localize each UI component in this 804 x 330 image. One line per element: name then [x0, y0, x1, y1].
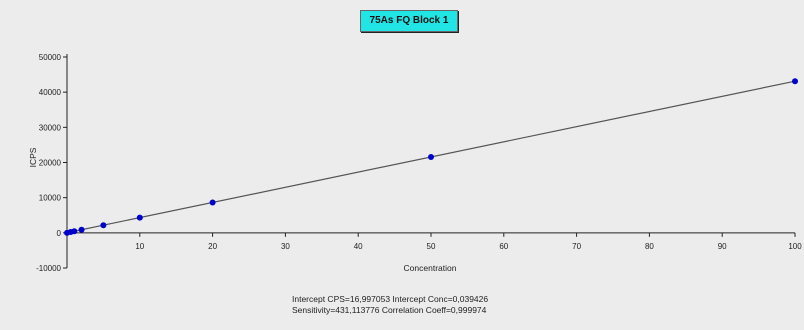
y-tick-label: -10000 — [36, 264, 61, 273]
x-tick-label: 70 — [572, 242, 581, 251]
calibration-stats: Intercept CPS=16,997053 Intercept Conc=0… — [292, 294, 488, 316]
x-tick-label: 20 — [208, 242, 217, 251]
data-point — [136, 214, 143, 221]
data-point — [100, 222, 107, 229]
x-axis-label: Concentration — [404, 263, 457, 273]
data-point — [71, 228, 78, 235]
data-point — [792, 78, 798, 85]
x-tick-label: 30 — [281, 242, 290, 251]
x-tick-label: 40 — [354, 242, 363, 251]
data-point — [428, 154, 434, 161]
data-point — [209, 199, 216, 206]
y-tick-label: 50000 — [39, 53, 62, 62]
y-tick-label: 20000 — [39, 159, 62, 168]
y-tick-label: 10000 — [39, 194, 62, 203]
stats-line-sensitivity: Sensitivity=431,113776 Correlation Coeff… — [292, 305, 487, 315]
x-tick-label: 10 — [135, 242, 144, 251]
x-tick-label: 100 — [788, 242, 802, 251]
stats-line-intercept: Intercept CPS=16,997053 Intercept Conc=0… — [292, 294, 489, 304]
y-tick-label: 40000 — [39, 88, 62, 97]
x-tick-label: 80 — [645, 242, 654, 251]
chart-title: 75As FQ Block 1 — [360, 10, 458, 32]
data-point — [78, 226, 85, 233]
x-tick-label: 50 — [427, 242, 436, 251]
y-tick-label: 30000 — [39, 123, 62, 132]
x-tick-label: 60 — [499, 242, 508, 251]
y-tick-label: 0 — [57, 229, 62, 238]
y-axis-label: ICPS — [28, 147, 38, 167]
x-tick-label: 90 — [718, 242, 727, 251]
